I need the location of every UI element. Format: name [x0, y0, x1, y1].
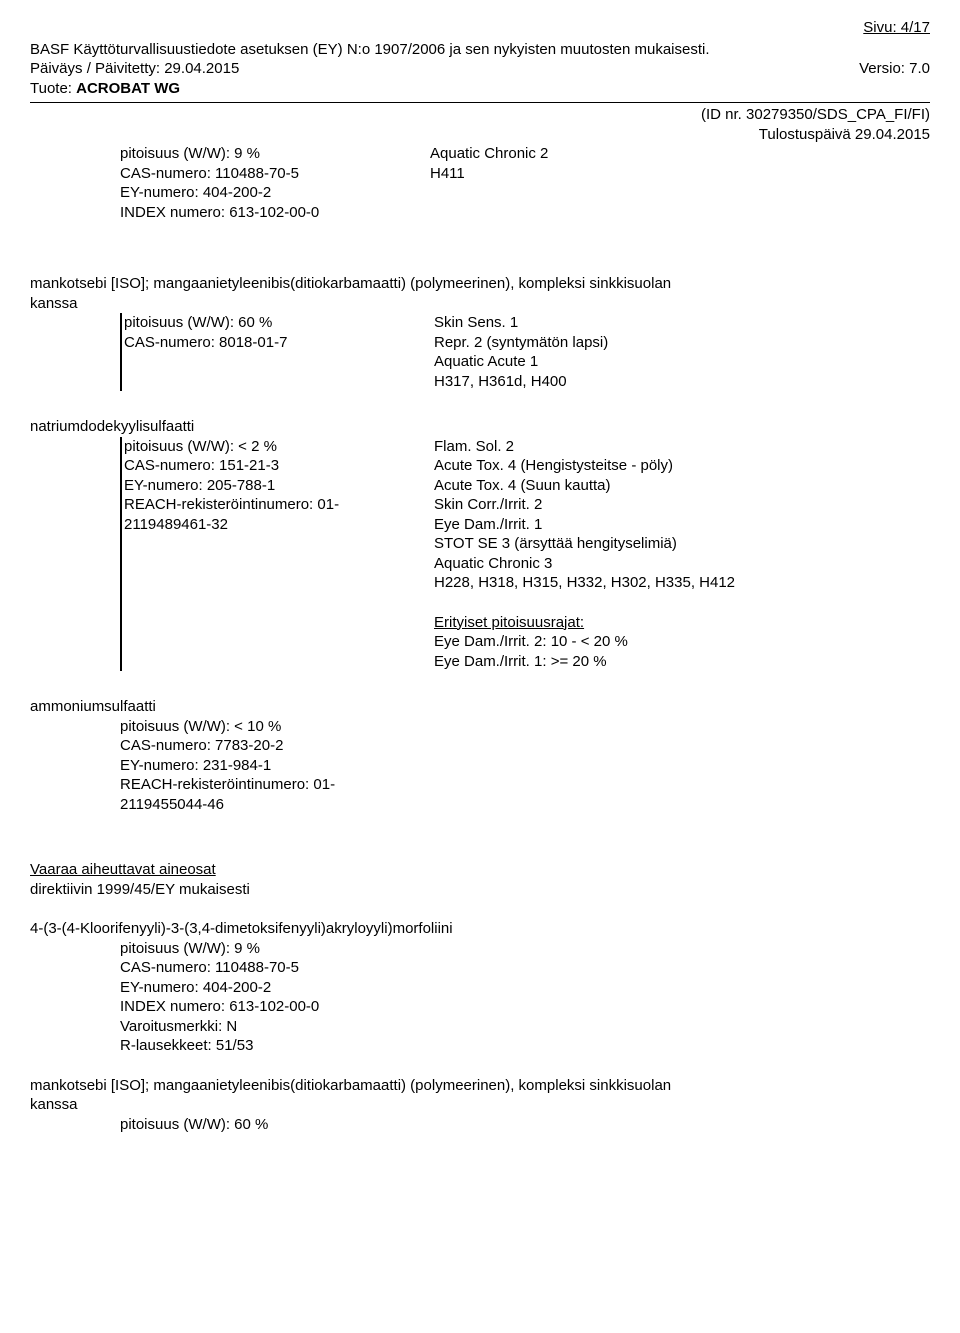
- comp3-reach1: REACH-rekisteröintinumero: 01-: [124, 495, 434, 515]
- comp3-cas: CAS-numero: 151-21-3: [124, 456, 434, 476]
- comp3-title: natriumdodekyylisulfaatti: [30, 417, 930, 437]
- sec2-comp2-name-line2: kanssa: [30, 1095, 930, 1115]
- comp4-cas: CAS-numero: 7783-20-2: [120, 736, 930, 756]
- comp4-reach1: REACH-rekisteröintinumero: 01-: [120, 775, 930, 795]
- comp2-haz2: Repr. 2 (syntymätön lapsi): [434, 333, 930, 353]
- comp1-index: INDEX numero: 613-102-00-0: [120, 203, 430, 223]
- sec2-comp2-block: pitoisuus (W/W): 60 %: [120, 1115, 930, 1135]
- comp3-haz2: Acute Tox. 4 (Hengistysteitse - pöly): [434, 456, 930, 476]
- header-separator: [30, 102, 930, 103]
- comp3-haz7: Aquatic Chronic 3: [434, 554, 930, 574]
- comp1-haz1: Aquatic Chronic 2: [430, 144, 930, 164]
- sec2-l2: CAS-numero: 110488-70-5: [120, 958, 930, 978]
- comp3-ey: EY-numero: 205-788-1: [124, 476, 434, 496]
- header-version: Versio: 7.0: [859, 59, 930, 79]
- sec2-comp1-name: 4-(3-(4-Kloorifenyyli)-3-(3,4-dimetoksif…: [30, 919, 930, 939]
- header-regulation: BASF Käyttöturvallisuustiedote asetuksen…: [30, 40, 930, 60]
- comp2-title-line1: mankotsebi [ISO]; mangaanietyleenibis(di…: [30, 274, 930, 294]
- comp3-haz6: STOT SE 3 (ärsyttää hengityselimiä): [434, 534, 930, 554]
- sec2-l7: pitoisuus (W/W): 60 %: [120, 1115, 930, 1135]
- comp4-title: ammoniumsulfaatti: [30, 697, 930, 717]
- comp3-lim1: Eye Dam./Irrit. 2: 10 - < 20 %: [434, 632, 930, 652]
- comp2-bar-block: pitoisuus (W/W): 60 % CAS-numero: 8018-0…: [120, 313, 930, 391]
- comp1-conc: pitoisuus (W/W): 9 %: [120, 144, 430, 164]
- sec2-comp1-block: pitoisuus (W/W): 9 % CAS-numero: 110488-…: [120, 939, 930, 1056]
- header-id: (ID nr. 30279350/SDS_CPA_FI/FI): [30, 105, 930, 125]
- comp2-title-line2: kanssa: [30, 294, 930, 314]
- comp2-haz1: Skin Sens. 1: [434, 313, 930, 333]
- comp2-cas: CAS-numero: 8018-01-7: [124, 333, 434, 353]
- comp3-haz4: Skin Corr./Irrit. 2: [434, 495, 930, 515]
- sec2-l3: EY-numero: 404-200-2: [120, 978, 930, 998]
- comp3-conc: pitoisuus (W/W): < 2 %: [124, 437, 434, 457]
- sec2-l4: INDEX numero: 613-102-00-0: [120, 997, 930, 1017]
- component-1: pitoisuus (W/W): 9 % CAS-numero: 110488-…: [120, 144, 930, 222]
- header-product: Tuote: ACROBAT WG: [30, 79, 930, 99]
- comp3-haz5: Eye Dam./Irrit. 1: [434, 515, 930, 535]
- comp4-reach2: 2119455044-46: [120, 795, 930, 815]
- comp3-lim2: Eye Dam./Irrit. 1: >= 20 %: [434, 652, 930, 672]
- comp3-bar-block: pitoisuus (W/W): < 2 % CAS-numero: 151-2…: [120, 437, 930, 672]
- page-number: Sivu: 4/17: [30, 18, 930, 38]
- comp4-conc: pitoisuus (W/W): < 10 %: [120, 717, 930, 737]
- component-4: ammoniumsulfaatti pitoisuus (W/W): < 10 …: [30, 697, 930, 814]
- product-prefix: Tuote:: [30, 80, 76, 97]
- comp3-haz3: Acute Tox. 4 (Suun kautta): [434, 476, 930, 496]
- sec2-comp2-name-line1: mankotsebi [ISO]; mangaanietyleenibis(di…: [30, 1076, 930, 1096]
- hazard-subheading: direktiivin 1999/45/EY mukaisesti: [30, 880, 930, 900]
- sec2-l6: R-lausekkeet: 51/53: [120, 1036, 930, 1056]
- comp3-reach2: 2119489461-32: [124, 515, 434, 535]
- comp2-haz3: Aquatic Acute 1: [434, 352, 930, 372]
- component-2: mankotsebi [ISO]; mangaanietyleenibis(di…: [30, 274, 930, 391]
- comp1-cas: CAS-numero: 110488-70-5: [120, 164, 430, 184]
- comp2-haz4: H317, H361d, H400: [434, 372, 930, 392]
- header-date: Päiväys / Päivitetty: 29.04.2015: [30, 59, 239, 79]
- sec2-l1: pitoisuus (W/W): 9 %: [120, 939, 930, 959]
- comp3-limits-label: Erityiset pitoisuusrajat:: [434, 613, 930, 633]
- header-print-date: Tulostuspäivä 29.04.2015: [30, 125, 930, 145]
- product-name: ACROBAT WG: [76, 80, 180, 97]
- comp1-ey: EY-numero: 404-200-2: [120, 183, 430, 203]
- component-3: natriumdodekyylisulfaatti pitoisuus (W/W…: [30, 417, 930, 671]
- comp3-haz1: Flam. Sol. 2: [434, 437, 930, 457]
- comp1-haz2: H411: [430, 164, 930, 184]
- hazard-heading: Vaaraa aiheuttavat aineosat: [30, 860, 930, 880]
- sec2-l5: Varoitusmerkki: N: [120, 1017, 930, 1037]
- comp2-conc: pitoisuus (W/W): 60 %: [124, 313, 434, 333]
- comp4-ey: EY-numero: 231-984-1: [120, 756, 930, 776]
- comp3-haz8: H228, H318, H315, H332, H302, H335, H412: [434, 573, 930, 593]
